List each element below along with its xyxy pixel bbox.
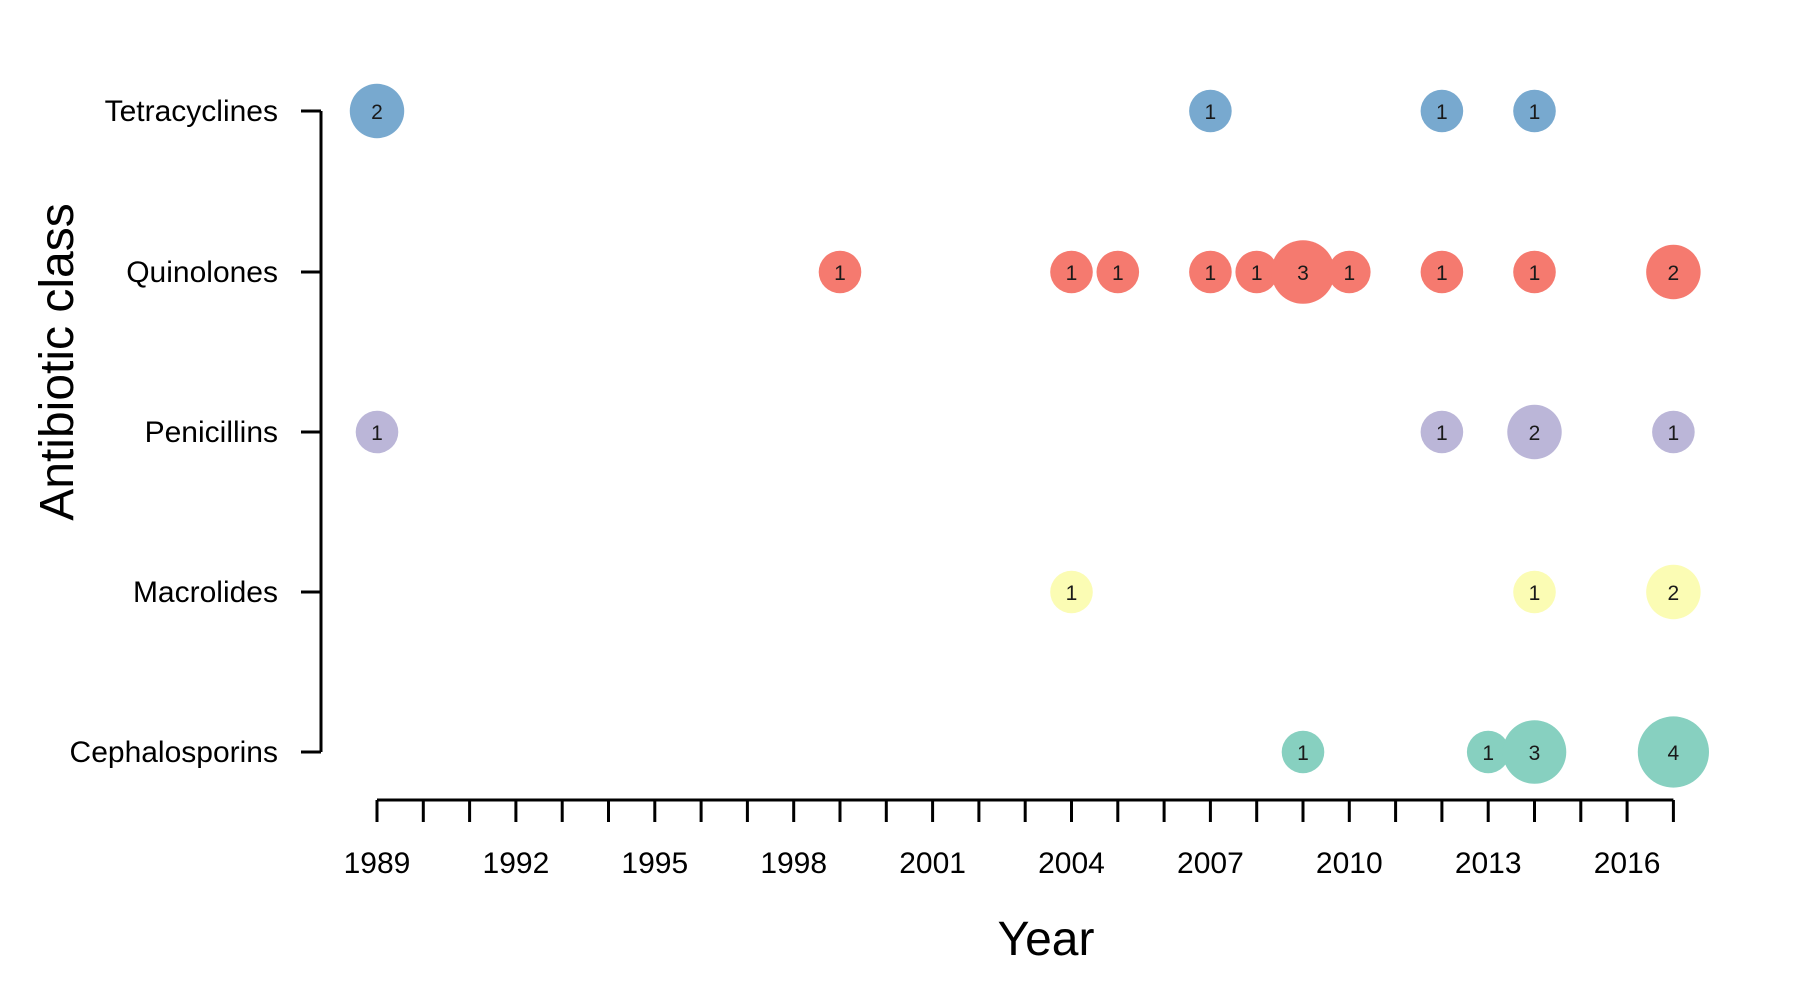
x-tick-label: 1992 <box>483 847 550 880</box>
x-axis-title: Year <box>998 913 1095 966</box>
x-tick-label: 2001 <box>899 847 966 880</box>
bubble-point <box>1646 244 1701 300</box>
bubble-count-label: 1 <box>1297 742 1309 765</box>
bubble-count-label: 1 <box>1343 262 1355 285</box>
x-tick-label: 1998 <box>760 847 827 880</box>
x-tick-label: 2004 <box>1038 847 1105 880</box>
bubble-count-label: 1 <box>371 422 383 445</box>
bubble-count-label: 2 <box>1529 422 1541 445</box>
y-axis-title: Antibiotic class <box>31 203 84 520</box>
bubble-point <box>355 410 399 454</box>
y-tick-label-tetracyclines: Tetracyclines <box>105 95 278 128</box>
bubble-count-label: 1 <box>1529 101 1541 124</box>
bubble-count-label: 2 <box>1668 582 1680 605</box>
bubble-point <box>1189 250 1232 294</box>
bubble-point <box>349 83 405 139</box>
bubble-point <box>1281 730 1325 774</box>
y-tick-label-penicillins: Penicillins <box>145 416 278 449</box>
x-tick-label: 1989 <box>344 847 411 880</box>
bubble-point <box>1420 89 1464 133</box>
bubble-count-label: 1 <box>1436 262 1448 285</box>
bubble-count-label: 1 <box>1529 582 1541 605</box>
bubble-count-label: 2 <box>371 101 383 124</box>
bubble-point <box>1502 720 1567 784</box>
bubble-count-label: 1 <box>1436 422 1448 445</box>
bubble-point <box>1271 240 1335 304</box>
bubble-point <box>1050 570 1093 614</box>
bubble-count-label: 1 <box>1529 262 1541 285</box>
bubble-count-label: 3 <box>1529 742 1541 765</box>
y-tick-label-quinolones: Quinolones <box>126 256 278 289</box>
bubble-count-label: 1 <box>1205 262 1217 285</box>
bubble-count-label: 1 <box>1066 262 1078 285</box>
bubble-point <box>1420 250 1464 294</box>
bubble-point <box>1513 89 1556 133</box>
x-tick-label: 1995 <box>621 847 688 880</box>
bubble-count-label: 1 <box>1668 422 1680 445</box>
bubble-point <box>1096 250 1140 294</box>
bubble-count-label: 1 <box>1205 101 1217 124</box>
bubble-point <box>1328 250 1371 294</box>
x-axis: 1989 1992 1995 1998 2001 2004 2007 2010 2013 2016 <box>344 798 1675 880</box>
bubble-point <box>818 250 862 294</box>
bubble-count-label: 1 <box>1436 101 1448 124</box>
bubble-count-label: 1 <box>1066 582 1078 605</box>
bubble-point <box>1513 250 1556 294</box>
x-tick-label: 2007 <box>1177 847 1244 880</box>
bubble-count-label: 3 <box>1297 262 1309 285</box>
x-tick-label: 2010 <box>1316 847 1383 880</box>
bubble-point <box>1420 410 1464 454</box>
bubble-count-label: 1 <box>1251 262 1263 285</box>
bubble-point <box>1507 404 1562 460</box>
bubble-layer: 2 1 1 1 1 1 1 1 1 3 1 1 1 2 1 1 2 1 1 1 2 1 1 3 4 <box>349 83 1709 788</box>
y-tick-label-macrolides: Macrolides <box>133 576 278 609</box>
bubble-count-label: 2 <box>1668 262 1680 285</box>
bubble-count-label: 4 <box>1668 742 1680 765</box>
bubble-point <box>1637 716 1709 788</box>
bubble-point <box>1466 730 1510 774</box>
bubble-point <box>1646 564 1701 620</box>
bubble-count-label: 1 <box>1482 742 1494 765</box>
bubble-point <box>1652 410 1695 454</box>
bubble-count-label: 1 <box>1112 262 1124 285</box>
bubble-point <box>1513 570 1556 614</box>
bubble-point <box>1189 89 1232 133</box>
x-tick-label: 2013 <box>1455 847 1522 880</box>
bubble-point <box>1235 250 1278 294</box>
x-tick-label: 2016 <box>1594 847 1661 880</box>
y-axis: Tetracyclines Quinolones Penicillins Macrol… <box>70 95 323 769</box>
bubble-point <box>1050 250 1093 294</box>
y-tick-label-cephalosporins: Cephalosporins <box>70 736 278 769</box>
bubble-count-label: 1 <box>834 262 846 285</box>
